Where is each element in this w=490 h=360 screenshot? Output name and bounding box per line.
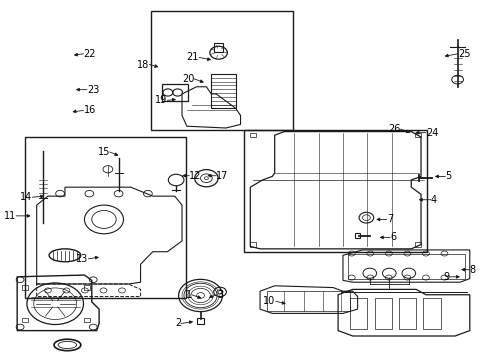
Bar [399, 298, 416, 329]
Bar [423, 298, 441, 329]
Text: 26: 26 [388, 124, 400, 134]
Text: 20: 20 [182, 74, 194, 84]
Text: 10: 10 [264, 296, 276, 306]
Text: 17: 17 [216, 171, 228, 181]
Text: 12: 12 [189, 171, 202, 181]
Bar [84, 285, 90, 290]
Text: 6: 6 [391, 232, 396, 242]
Text: 3: 3 [217, 290, 223, 300]
Bar [162, 84, 188, 101]
Bar [214, 42, 223, 51]
Bar [211, 74, 236, 108]
Bar [350, 298, 368, 329]
Text: 22: 22 [83, 49, 96, 59]
Text: 13: 13 [76, 254, 88, 264]
Bar [22, 318, 28, 322]
Text: 16: 16 [83, 105, 96, 116]
Text: 8: 8 [470, 265, 476, 275]
Bar [250, 133, 256, 137]
Bar [375, 298, 392, 329]
Bar [415, 242, 421, 247]
Bar [268, 291, 350, 311]
Text: 2: 2 [175, 319, 181, 328]
Bar [22, 285, 28, 290]
Text: 23: 23 [87, 85, 99, 95]
Bar [250, 242, 256, 247]
Text: 14: 14 [20, 192, 32, 202]
Text: 15: 15 [98, 147, 110, 157]
Bar [355, 233, 360, 238]
Text: 24: 24 [426, 128, 438, 138]
Bar [348, 254, 465, 279]
Bar [25, 137, 186, 298]
Text: 18: 18 [137, 59, 149, 69]
Text: 7: 7 [387, 215, 393, 224]
Bar [84, 318, 90, 322]
Bar [245, 130, 427, 252]
Text: 9: 9 [443, 272, 449, 282]
Bar [197, 319, 204, 324]
Text: 4: 4 [431, 195, 437, 205]
Text: 25: 25 [458, 49, 470, 59]
Text: 11: 11 [4, 211, 16, 221]
Text: 1: 1 [186, 290, 192, 300]
Text: 19: 19 [155, 95, 168, 105]
Bar [415, 133, 421, 137]
Bar [151, 12, 293, 130]
Text: 21: 21 [187, 52, 199, 62]
Text: 5: 5 [445, 171, 452, 181]
